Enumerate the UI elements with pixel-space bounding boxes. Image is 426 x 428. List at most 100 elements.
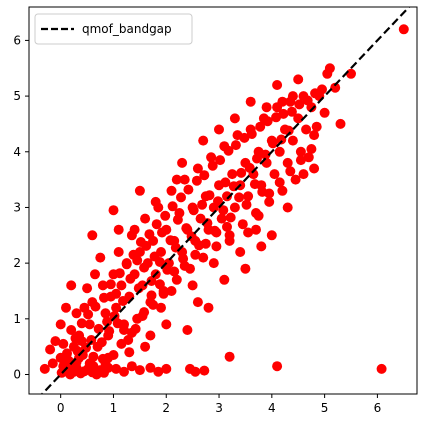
data-point bbox=[39, 363, 50, 374]
data-point bbox=[251, 224, 261, 235]
data-point bbox=[116, 280, 127, 291]
data-point bbox=[62, 348, 72, 359]
legend-box bbox=[34, 13, 193, 45]
data-point bbox=[181, 223, 192, 234]
data-point bbox=[108, 350, 119, 360]
data-point bbox=[125, 273, 136, 284]
data-point bbox=[274, 146, 285, 157]
reference-line-layer bbox=[40, 7, 411, 394]
data-point bbox=[240, 263, 251, 274]
data-point bbox=[243, 227, 254, 238]
y-tick-label: 0 bbox=[13, 368, 21, 382]
data-point bbox=[154, 257, 165, 267]
data-point bbox=[146, 276, 157, 286]
data-point bbox=[243, 191, 254, 202]
data-point bbox=[200, 238, 211, 249]
data-point bbox=[70, 333, 81, 344]
data-point bbox=[303, 152, 314, 163]
data-point bbox=[302, 95, 313, 106]
data-point bbox=[113, 224, 124, 235]
data-point bbox=[113, 247, 124, 257]
data-point bbox=[227, 169, 238, 180]
reference-dashed-line bbox=[40, 7, 411, 394]
data-point bbox=[144, 229, 155, 240]
data-point bbox=[199, 365, 210, 376]
data-point bbox=[225, 212, 236, 223]
data-point bbox=[198, 252, 209, 263]
data-point bbox=[330, 82, 341, 93]
data-point bbox=[47, 358, 58, 369]
data-point bbox=[150, 196, 161, 207]
data-point bbox=[283, 125, 294, 136]
data-point bbox=[45, 344, 56, 355]
data-point bbox=[165, 235, 176, 246]
data-point bbox=[129, 224, 140, 235]
data-point bbox=[99, 292, 109, 303]
data-point bbox=[90, 301, 101, 312]
data-point bbox=[148, 299, 159, 310]
data-point bbox=[220, 177, 231, 188]
data-point bbox=[166, 185, 177, 196]
data-point bbox=[234, 192, 245, 203]
data-point bbox=[264, 188, 275, 199]
plot-frame bbox=[28, 6, 418, 395]
data-point bbox=[230, 140, 241, 151]
data-point bbox=[160, 210, 171, 221]
data-point bbox=[287, 91, 298, 102]
data-point bbox=[206, 152, 217, 163]
x-tick-label: 4 bbox=[268, 401, 276, 415]
data-point bbox=[58, 361, 69, 372]
data-point bbox=[319, 107, 330, 118]
data-point bbox=[309, 130, 320, 141]
data-point bbox=[157, 227, 167, 238]
data-point bbox=[207, 160, 218, 171]
data-point bbox=[191, 175, 202, 186]
data-point bbox=[139, 307, 150, 318]
data-point bbox=[179, 174, 190, 185]
data-point bbox=[266, 230, 277, 241]
data-point bbox=[306, 144, 317, 154]
data-point bbox=[111, 363, 122, 374]
data-point bbox=[293, 113, 304, 124]
x-tick-label: 5 bbox=[321, 401, 329, 415]
data-point bbox=[237, 219, 248, 230]
data-point bbox=[293, 74, 304, 85]
data-point bbox=[166, 286, 177, 296]
data-point bbox=[272, 80, 283, 90]
data-point bbox=[274, 177, 285, 188]
data-point bbox=[277, 185, 288, 196]
data-point bbox=[285, 166, 296, 177]
y-tick-label: 1 bbox=[13, 312, 21, 326]
data-point bbox=[197, 199, 208, 210]
data-point bbox=[93, 323, 104, 334]
data-point bbox=[222, 191, 232, 202]
data-point bbox=[71, 308, 82, 319]
data-point bbox=[112, 318, 123, 329]
data-point bbox=[295, 155, 306, 166]
data-point bbox=[128, 249, 139, 260]
x-tick-label: 2 bbox=[162, 401, 170, 415]
data-point bbox=[171, 174, 182, 185]
data-point bbox=[317, 84, 327, 95]
data-point bbox=[126, 361, 137, 372]
data-point bbox=[213, 196, 223, 207]
legend: qmof_bandgap bbox=[34, 13, 193, 45]
data-point bbox=[135, 237, 146, 247]
data-point bbox=[229, 113, 240, 124]
data-point bbox=[145, 330, 156, 341]
data-point bbox=[161, 319, 172, 330]
data-point bbox=[262, 116, 273, 127]
data-point bbox=[253, 210, 264, 221]
data-point bbox=[188, 205, 199, 216]
x-tick-label: 3 bbox=[215, 401, 223, 415]
data-point bbox=[121, 259, 132, 270]
data-point bbox=[241, 199, 252, 210]
data-point bbox=[119, 325, 129, 335]
data-point bbox=[124, 347, 135, 358]
x-tick-label: 0 bbox=[57, 401, 65, 415]
data-point bbox=[114, 268, 125, 279]
data-point bbox=[287, 135, 298, 146]
data-point bbox=[245, 96, 256, 107]
data-point bbox=[376, 363, 387, 374]
data-point bbox=[272, 361, 283, 372]
